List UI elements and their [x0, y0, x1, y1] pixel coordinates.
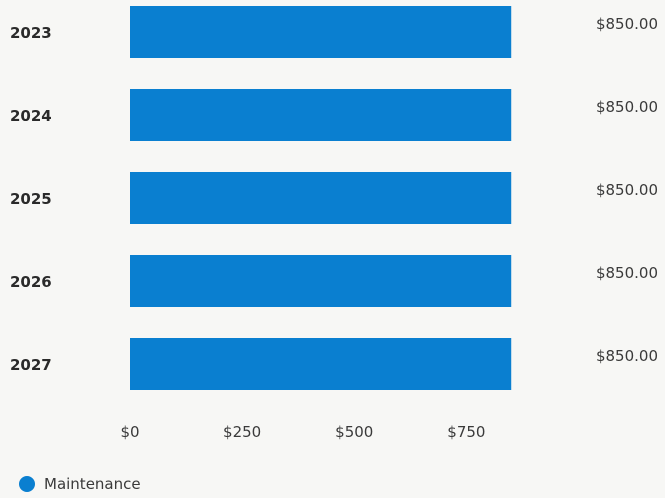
x-tick-label-750: $750 — [447, 423, 485, 441]
value-label-2025: $850.00 — [596, 181, 658, 199]
legend: Maintenance — [19, 475, 141, 493]
bar-2024 — [130, 89, 512, 141]
value-label-2024: $850.00 — [596, 98, 658, 116]
value-labels: $850.00 $850.00 $850.00 $850.00 $850.00 — [596, 15, 658, 365]
x-tick-label-500: $500 — [335, 423, 373, 441]
x-axis-ticks: $0 $250 $500 $750 — [120, 423, 485, 441]
category-label-2026: 2026 — [10, 273, 52, 291]
value-label-2023: $850.00 — [596, 15, 658, 33]
category-label-2023: 2023 — [10, 24, 52, 42]
bar-2023 — [130, 6, 512, 58]
bar-2027 — [130, 338, 512, 390]
legend-label-maintenance: Maintenance — [44, 475, 141, 493]
value-label-2027: $850.00 — [596, 347, 658, 365]
x-tick-label-250: $250 — [223, 423, 261, 441]
category-labels: 2023 2024 2025 2026 2027 — [10, 24, 52, 374]
bars-layer — [130, 6, 512, 390]
category-label-2025: 2025 — [10, 190, 52, 208]
value-label-2026: $850.00 — [596, 264, 658, 282]
legend-swatch-maintenance — [19, 476, 35, 492]
bar-2025 — [130, 172, 512, 224]
category-label-2024: 2024 — [10, 107, 52, 125]
x-tick-label-0: $0 — [120, 423, 139, 441]
bar-2026 — [130, 255, 512, 307]
category-label-2027: 2027 — [10, 356, 52, 374]
